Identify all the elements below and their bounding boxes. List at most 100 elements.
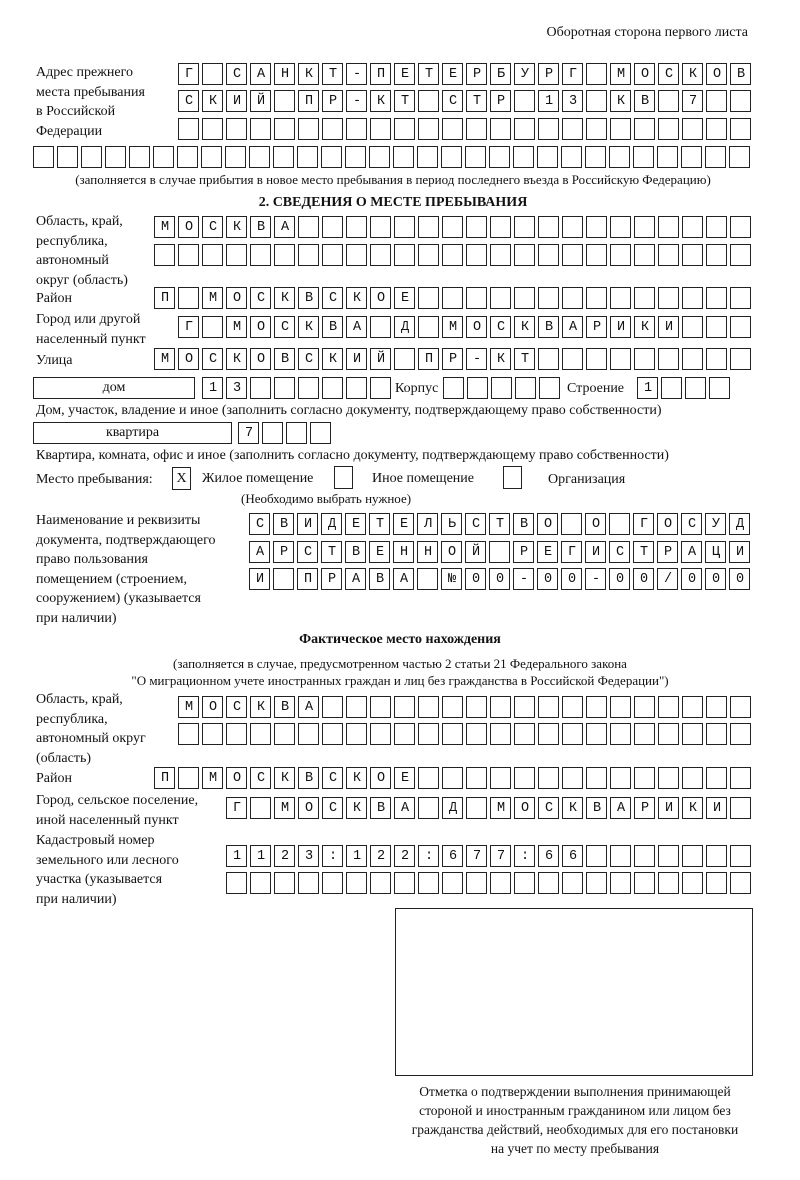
char-cell[interactable] bbox=[610, 118, 631, 140]
char-cell[interactable] bbox=[274, 767, 295, 789]
char-cell[interactable] bbox=[202, 216, 223, 238]
char-cell[interactable] bbox=[489, 513, 510, 535]
char-cell[interactable] bbox=[609, 513, 630, 535]
char-cell[interactable] bbox=[514, 348, 535, 370]
char-cell[interactable] bbox=[442, 723, 463, 745]
char-cell[interactable] bbox=[226, 723, 247, 745]
char-cell[interactable] bbox=[681, 568, 702, 590]
char-cell[interactable] bbox=[418, 845, 439, 867]
char-cell[interactable] bbox=[81, 146, 102, 168]
char-cell[interactable] bbox=[682, 872, 703, 894]
char-cell[interactable] bbox=[610, 244, 631, 266]
char-cell[interactable] bbox=[562, 723, 583, 745]
char-cell[interactable] bbox=[706, 845, 727, 867]
char-cell[interactable] bbox=[298, 63, 319, 85]
char-cell[interactable] bbox=[586, 63, 607, 85]
char-cell[interactable] bbox=[418, 316, 439, 338]
char-cell[interactable] bbox=[154, 348, 175, 370]
char-cell[interactable] bbox=[657, 568, 678, 590]
char-cell[interactable] bbox=[441, 541, 462, 563]
char-cell[interactable] bbox=[418, 287, 439, 309]
char-cell[interactable] bbox=[297, 513, 318, 535]
char-cell[interactable] bbox=[514, 872, 535, 894]
char-cell[interactable] bbox=[250, 723, 271, 745]
char-cell[interactable] bbox=[322, 377, 343, 399]
char-cell[interactable] bbox=[178, 696, 199, 718]
char-cell[interactable] bbox=[538, 90, 559, 112]
char-cell[interactable] bbox=[178, 767, 199, 789]
char-cell[interactable] bbox=[370, 872, 391, 894]
char-cell[interactable] bbox=[729, 146, 750, 168]
char-cell[interactable] bbox=[369, 541, 390, 563]
char-cell[interactable] bbox=[513, 146, 534, 168]
char-cell[interactable] bbox=[465, 568, 486, 590]
char-cell[interactable] bbox=[490, 63, 511, 85]
char-cell[interactable] bbox=[105, 146, 126, 168]
char-cell[interactable] bbox=[178, 348, 199, 370]
char-cell[interactable] bbox=[682, 118, 703, 140]
char-cell[interactable] bbox=[682, 696, 703, 718]
char-cell[interactable] bbox=[586, 216, 607, 238]
char-cell[interactable] bbox=[250, 872, 271, 894]
char-cell[interactable] bbox=[466, 216, 487, 238]
char-cell[interactable] bbox=[250, 90, 271, 112]
char-cell[interactable] bbox=[490, 723, 511, 745]
char-cell[interactable] bbox=[298, 348, 319, 370]
char-cell[interactable] bbox=[658, 216, 679, 238]
char-cell[interactable] bbox=[250, 767, 271, 789]
char-cell[interactable] bbox=[442, 316, 463, 338]
char-cell[interactable] bbox=[298, 90, 319, 112]
char-cell[interactable] bbox=[178, 244, 199, 266]
char-cell[interactable] bbox=[417, 146, 438, 168]
char-cell[interactable] bbox=[586, 767, 607, 789]
char-cell[interactable] bbox=[154, 244, 175, 266]
char-cell[interactable] bbox=[418, 63, 439, 85]
char-cell[interactable] bbox=[682, 90, 703, 112]
char-cell[interactable] bbox=[730, 63, 751, 85]
char-cell[interactable] bbox=[226, 287, 247, 309]
char-cell[interactable] bbox=[346, 216, 367, 238]
char-cell[interactable] bbox=[298, 845, 319, 867]
char-cell[interactable] bbox=[586, 696, 607, 718]
char-cell[interactable] bbox=[250, 348, 271, 370]
char-cell[interactable] bbox=[346, 377, 367, 399]
char-cell[interactable] bbox=[202, 316, 223, 338]
char-cell[interactable] bbox=[321, 513, 342, 535]
char-cell[interactable] bbox=[370, 90, 391, 112]
char-cell[interactable] bbox=[682, 845, 703, 867]
char-cell[interactable] bbox=[586, 90, 607, 112]
char-cell[interactable] bbox=[202, 118, 223, 140]
char-cell[interactable] bbox=[586, 723, 607, 745]
char-cell[interactable] bbox=[238, 422, 259, 444]
char-cell[interactable] bbox=[562, 63, 583, 85]
char-cell[interactable] bbox=[322, 244, 343, 266]
char-cell[interactable] bbox=[274, 797, 295, 819]
char-cell[interactable] bbox=[298, 216, 319, 238]
char-cell[interactable] bbox=[321, 568, 342, 590]
char-cell[interactable] bbox=[706, 118, 727, 140]
char-cell[interactable] bbox=[609, 146, 630, 168]
char-cell[interactable] bbox=[514, 797, 535, 819]
char-cell[interactable] bbox=[562, 696, 583, 718]
char-cell[interactable] bbox=[346, 316, 367, 338]
char-cell[interactable] bbox=[609, 541, 630, 563]
char-cell[interactable] bbox=[706, 797, 727, 819]
char-cell[interactable] bbox=[393, 146, 414, 168]
char-cell[interactable] bbox=[274, 244, 295, 266]
char-cell[interactable] bbox=[345, 568, 366, 590]
char-cell[interactable] bbox=[370, 118, 391, 140]
char-cell[interactable] bbox=[250, 316, 271, 338]
char-cell[interactable] bbox=[442, 118, 463, 140]
char-cell[interactable] bbox=[706, 216, 727, 238]
char-cell[interactable] bbox=[418, 872, 439, 894]
char-cell[interactable] bbox=[466, 348, 487, 370]
char-cell[interactable] bbox=[586, 845, 607, 867]
char-cell[interactable] bbox=[394, 118, 415, 140]
char-cell[interactable] bbox=[322, 118, 343, 140]
char-cell[interactable] bbox=[490, 797, 511, 819]
char-cell[interactable] bbox=[369, 513, 390, 535]
char-cell[interactable] bbox=[706, 63, 727, 85]
char-cell[interactable] bbox=[370, 767, 391, 789]
char-cell[interactable] bbox=[225, 146, 246, 168]
char-cell[interactable] bbox=[226, 872, 247, 894]
